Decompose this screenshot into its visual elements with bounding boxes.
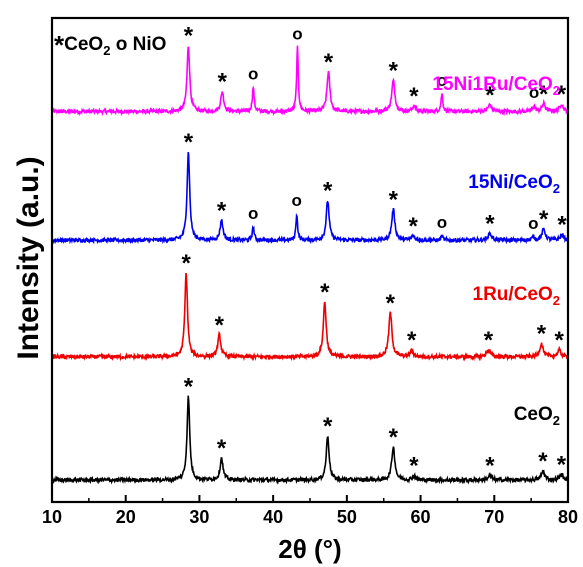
ceo2-peak-marker: * xyxy=(538,448,548,475)
y-axis-title: Intensity (a.u.) xyxy=(12,156,45,359)
series-line-15ni1ru-ceo2 xyxy=(51,45,569,117)
ceo2-peak-marker: * xyxy=(557,81,567,108)
series-line-15ni-ceo2 xyxy=(51,152,569,245)
legend-ceo2-symbol: * xyxy=(54,30,65,60)
legend: *CeO2 o NiO xyxy=(54,30,166,60)
legend-nio-symbol: o xyxy=(116,34,128,55)
ceo2-peak-marker: * xyxy=(320,279,330,306)
ceo2-peak-marker: * xyxy=(539,206,549,233)
nio-peak-marker: o xyxy=(529,83,539,102)
series-label-1ru-ceo2: 1Ru/CeO2 xyxy=(473,284,560,308)
ceo2-peak-marker: * xyxy=(184,373,194,400)
ceo2-peak-marker: * xyxy=(485,211,495,238)
nio-peak-marker: o xyxy=(248,64,258,83)
ceo2-peak-marker: * xyxy=(557,212,567,239)
nio-peak-marker: o xyxy=(528,214,538,233)
x-axis-title: 2θ (°) xyxy=(278,534,341,564)
ceo2-peak-marker: * xyxy=(181,250,191,277)
x-tick-label-30: 30 xyxy=(189,507,209,527)
nio-peak-marker: o xyxy=(292,25,302,44)
legend-ceo2-label: CeO xyxy=(64,34,103,55)
ceo2-peak-marker: * xyxy=(389,58,399,85)
ceo2-peak-marker: * xyxy=(409,453,419,480)
ceo2-peak-marker: * xyxy=(409,213,419,240)
svg-text:*CeO2 o NiO: *CeO2 o NiO xyxy=(54,30,166,60)
ceo2-peak-marker: * xyxy=(389,186,399,213)
ceo2-peak-marker: * xyxy=(537,321,547,348)
ceo2-peak-marker: * xyxy=(324,49,334,76)
x-tick-label-70: 70 xyxy=(484,507,504,527)
ceo2-peak-marker: * xyxy=(184,23,194,50)
series-label-15ni-ceo2: 15Ni/CeO2 xyxy=(468,172,560,196)
series-label-ceo2: CeO2 xyxy=(514,404,560,428)
series-labels: 15Ni1Ru/CeO2 15Ni/CeO2 1Ru/CeO2 CeO2 xyxy=(432,74,560,428)
nio-peak-marker: o xyxy=(437,213,447,232)
ceo2-peak-marker: * xyxy=(218,69,228,96)
series-line-ceo2 xyxy=(51,395,569,485)
x-tick-label-10: 10 xyxy=(42,507,62,527)
ceo2-peak-marker: * xyxy=(386,290,396,317)
x-axis-ticks: 10 20 30 40 50 60 70 80 xyxy=(42,495,578,527)
ceo2-peak-marker: * xyxy=(389,424,399,451)
x-tick-label-20: 20 xyxy=(116,507,136,527)
marker-layer: ** oo* **o* o * *** oo * ** o * o * **** ** * * **** ** * * * xyxy=(181,23,567,480)
ceo2-peak-marker: * xyxy=(539,81,549,108)
nio-peak-marker: o xyxy=(248,204,258,223)
ceo2-peak-marker: * xyxy=(407,327,417,354)
ceo2-peak-marker: * xyxy=(217,435,227,462)
x-tick-label-40: 40 xyxy=(263,507,283,527)
ceo2-peak-marker: * xyxy=(485,453,495,480)
series-layer xyxy=(51,45,569,485)
x-tick-label-60: 60 xyxy=(411,507,431,527)
ceo2-peak-marker: * xyxy=(557,452,567,479)
ceo2-peak-marker: * xyxy=(184,129,194,156)
nio-peak-marker: o xyxy=(437,71,447,90)
x-tick-label-80: 80 xyxy=(558,507,578,527)
series-line-1ru-ceo2 xyxy=(51,272,569,362)
nio-peak-marker: o xyxy=(292,191,302,210)
legend-ceo2-subscript: 2 xyxy=(103,43,110,58)
legend-nio-label: NiO xyxy=(133,34,167,55)
series-label-15ni1ru-ceo2: 15Ni1Ru/CeO2 xyxy=(432,74,560,98)
ceo2-peak-marker: * xyxy=(217,197,227,224)
ceo2-peak-marker: * xyxy=(484,327,494,354)
ceo2-peak-marker: * xyxy=(485,82,495,109)
ceo2-peak-marker: * xyxy=(554,327,564,354)
ceo2-peak-marker: * xyxy=(323,178,333,205)
ceo2-peak-marker: * xyxy=(215,312,225,339)
ceo2-peak-marker: * xyxy=(409,83,419,110)
ceo2-peak-marker: * xyxy=(323,413,333,440)
x-tick-label-50: 50 xyxy=(337,507,357,527)
